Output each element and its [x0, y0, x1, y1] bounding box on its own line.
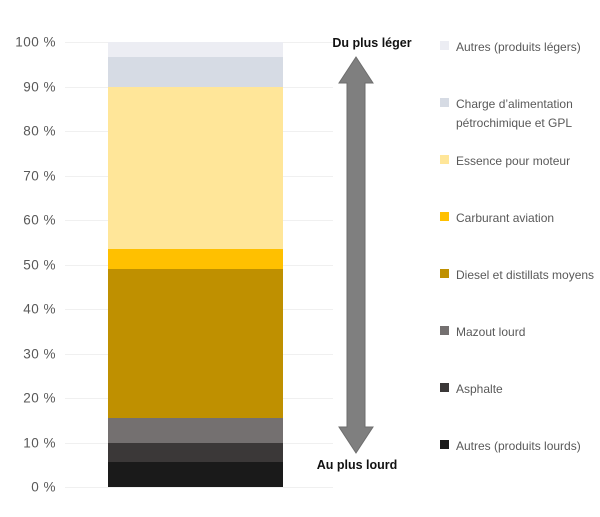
legend-label: Mazout lourd [456, 325, 526, 339]
legend-item: Carburant aviation [440, 209, 600, 228]
gridline [65, 487, 333, 488]
legend-label: Essence pour moteur [456, 154, 571, 168]
legend-swatch [440, 41, 449, 50]
legend-swatch [440, 383, 449, 392]
legend-swatch [440, 326, 449, 335]
bar-segment [108, 461, 283, 487]
legend-item: Charge d’alimentation pétrochimique et G… [440, 95, 600, 132]
y-tick-label: 30 % [23, 346, 56, 361]
bar-segment [108, 86, 283, 250]
legend-label: Asphalte [456, 382, 503, 396]
bar-segment [108, 442, 283, 462]
legend-item: Essence pour moteur [440, 152, 600, 171]
legend-swatch [440, 269, 449, 278]
y-axis: 100 % 90 % 80 % 70 % 60 % 50 % 40 % 30 % 20 % 10 … [0, 35, 56, 495]
legend: Autres (produits légers) Charge d’aliment… [440, 38, 600, 483]
legend-swatch [440, 212, 449, 221]
y-tick-label: 20 % [23, 390, 56, 406]
legend-item: Diesel et distillats moyens [440, 266, 600, 285]
stacked-bar [108, 42, 283, 487]
legend-item: Autres (produits légers) [440, 38, 600, 57]
bar-segment [108, 418, 283, 443]
y-tick-label: 0 % [31, 479, 56, 495]
lighter-to-heavier-arrow-icon [336, 56, 376, 454]
y-tick-label: 60 % [23, 212, 56, 228]
legend-label: Charge d’alimentation pétrochimique et G… [456, 97, 573, 130]
y-tick-label: 90 % [23, 79, 56, 94]
legend-label: Carburant aviation [456, 211, 555, 225]
y-tick-label: 10 % [23, 435, 56, 450]
legend-swatch [440, 155, 449, 164]
annotation-lightest: Du plus léger [332, 36, 412, 50]
y-tick-label: 40 % [23, 301, 56, 317]
legend-item: Mazout lourd [440, 323, 600, 342]
bar-segment [108, 249, 283, 270]
y-tick-label: 100 % [15, 34, 56, 50]
bar-segment [108, 42, 283, 58]
legend-label: Autres (produits lourds) [456, 439, 581, 453]
bar-segment [108, 269, 283, 418]
y-tick-label: 50 % [23, 257, 56, 272]
bar-segment [108, 57, 283, 87]
legend-label: Diesel et distillats moyens [456, 268, 595, 282]
legend-label: Autres (produits légers) [456, 40, 581, 54]
double-arrow-shape [338, 56, 374, 454]
legend-swatch [440, 440, 449, 449]
y-tick-label: 80 % [23, 123, 56, 139]
legend-item: Autres (produits lourds) [440, 437, 600, 456]
y-tick-label: 70 % [23, 168, 56, 183]
legend-item: Asphalte [440, 380, 600, 399]
annotation-heaviest: Au plus lourd [316, 458, 398, 472]
legend-swatch [440, 98, 449, 107]
